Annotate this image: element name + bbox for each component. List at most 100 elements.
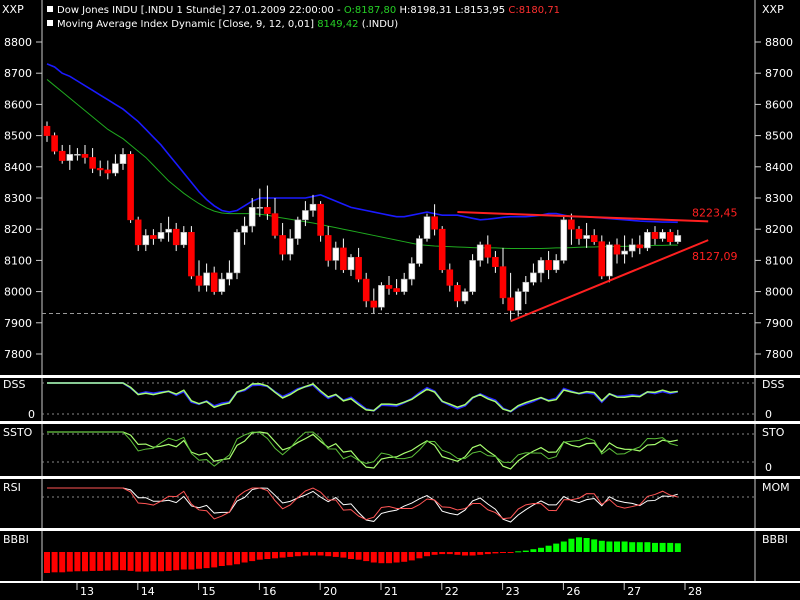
upper-band-line: [46, 63, 678, 224]
y-tick-label-left: 7800: [4, 348, 32, 361]
candle-down: [568, 219, 575, 230]
y-tick-label-right: 8000: [765, 286, 793, 299]
bbbi-bar: [226, 552, 233, 566]
candle-down: [590, 235, 598, 242]
bbbi-bar: [272, 552, 278, 559]
bbbi-bar: [325, 552, 332, 557]
candle-up: [226, 272, 233, 280]
bbbi-bar: [469, 552, 476, 556]
x-tick-label: 26: [566, 585, 580, 598]
bbbi-bar: [393, 552, 400, 563]
bbbi-bar: [621, 541, 628, 552]
candle-up: [476, 244, 484, 261]
candle-down: [51, 135, 58, 152]
bbbi-label-left: BBBI: [3, 533, 29, 546]
bbbi-bar: [629, 542, 636, 552]
candle-up: [628, 244, 636, 252]
bbbi-bar: [196, 552, 202, 569]
candle-down: [636, 244, 644, 249]
bbbi-bar: [241, 552, 248, 563]
corner-label-left: XXP: [2, 3, 24, 16]
bbbi-bar: [302, 552, 309, 556]
x-tick-label: 23: [506, 585, 520, 598]
bbbi-bar: [431, 552, 438, 555]
dss-zero-left: 0: [28, 408, 35, 421]
dss-label-right: DSS: [762, 378, 784, 391]
dss-label-left: DSS: [3, 378, 25, 391]
bbbi-bar: [287, 552, 294, 557]
y-tick-label-right: 8300: [765, 192, 793, 205]
svg-text:Dow Jones INDU [.INDU 1 Stund: Dow Jones INDU [.INDU 1 Stunde] 27.01.20…: [57, 5, 560, 16]
candle-up: [416, 238, 423, 264]
header-high-low: H:8198,31 L:8153,95: [396, 5, 508, 16]
bbbi-bar: [408, 552, 415, 561]
candle-down: [484, 244, 492, 258]
support-label: 8127,09: [692, 250, 738, 263]
bbbi-bar: [142, 552, 149, 572]
candle-up: [400, 278, 408, 292]
rsi-label-left: RSI: [3, 481, 21, 494]
bbbi-bar: [568, 538, 575, 552]
bbbi-bar: [249, 552, 256, 562]
y-tick-label-left: 8000: [4, 286, 32, 299]
bbbi-panel[interactable]: BBBI BBBI: [3, 531, 788, 581]
bbbi-bar: [386, 552, 392, 564]
bbbi-bar: [591, 539, 598, 552]
header-open: O:8187,80: [344, 5, 396, 16]
y-tick-label-right: 8400: [765, 161, 793, 174]
bbbi-bar: [545, 545, 552, 552]
y-tick-label-right: 8200: [765, 223, 793, 236]
bbbi-bar: [150, 552, 157, 572]
trendlines[interactable]: 8223,45 8127,09: [457, 206, 738, 323]
mom-label-right: MOM: [762, 481, 790, 494]
bbbi-bar: [211, 552, 218, 568]
bbbi-bar: [294, 552, 301, 557]
bbbi-bar: [89, 552, 96, 571]
candle-up: [294, 219, 302, 239]
candle-down: [393, 288, 400, 292]
y-tick-label-right: 7900: [765, 317, 793, 330]
candle-up: [302, 210, 309, 221]
resistance-label: 8223,45: [692, 206, 738, 219]
bbbi-bar: [416, 552, 423, 559]
candle-up: [469, 260, 476, 292]
candle-up: [286, 238, 294, 255]
candle-down: [340, 247, 347, 271]
bbbi-bar: [97, 552, 104, 571]
bbbi-bar: [256, 552, 263, 560]
bbbi-bar: [674, 543, 681, 552]
candle-up: [248, 207, 256, 227]
bbbi-bar: [74, 552, 81, 572]
candle-up: [165, 228, 172, 233]
ma-series: [46, 79, 678, 250]
candle-down: [507, 297, 514, 311]
bbbi-bar: [363, 552, 370, 562]
candle-down: [317, 203, 324, 236]
bbbi-bar: [614, 541, 620, 552]
bbbi-bar: [218, 552, 225, 566]
bbbi-bar: [667, 542, 674, 552]
candle-down: [370, 300, 378, 308]
price-panel[interactable]: 8800 8700 8600 8500 8400 8300 8200 8100 8000 7900…: [4, 0, 793, 375]
moving-average-line: [46, 79, 678, 250]
candle-up: [241, 225, 248, 233]
dss-fast-line: [47, 382, 678, 413]
candle-up: [530, 272, 537, 283]
y-axis-left: 8800 8700 8600 8500 8400 8300 8200 8100 8000 7900…: [4, 36, 42, 361]
candle-up: [218, 278, 226, 292]
ssto-panel[interactable]: SSTO STO 0: [3, 424, 785, 476]
bbbi-bar: [659, 542, 666, 552]
candle-down: [89, 157, 96, 169]
dss-panel[interactable]: DSS DSS 0 0: [3, 378, 784, 421]
candle-down: [210, 272, 218, 292]
y-tick-label-left: 8200: [4, 223, 32, 236]
bbbi-histogram: [44, 537, 681, 573]
candle-down: [96, 168, 104, 171]
x-tick-label: 16: [262, 585, 276, 598]
candle-up: [203, 272, 210, 286]
bbbi-bar: [120, 552, 126, 571]
y-tick-label-left: 8400: [4, 161, 32, 174]
candle-up: [674, 235, 682, 242]
rsi-panel[interactable]: RSI MOM: [3, 479, 790, 528]
